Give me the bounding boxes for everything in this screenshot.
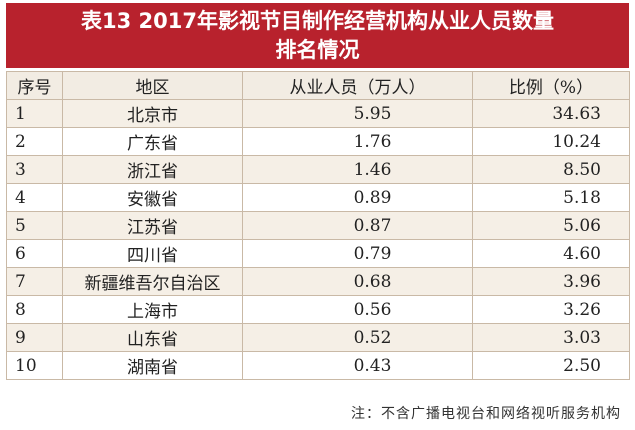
- table-row: 7 新疆维吾尔自治区 0.68 3.96: [6, 267, 630, 296]
- cell-rank: 7: [6, 267, 63, 296]
- table-header-row: 序号 地区 从业人员（万人） 比例（%）: [6, 71, 630, 100]
- cell-region: 上海市: [62, 295, 243, 324]
- cell-workers: 0.68: [242, 267, 473, 296]
- cell-rank: 1: [6, 99, 63, 128]
- header-rank: 序号: [6, 71, 63, 100]
- cell-region: 四川省: [62, 239, 243, 268]
- cell-ratio: 3.03: [472, 323, 630, 352]
- cell-workers: 0.52: [242, 323, 473, 352]
- cell-ratio: 2.50: [472, 351, 630, 380]
- cell-ratio: 5.06: [472, 211, 630, 240]
- header-region: 地区: [62, 71, 243, 100]
- cell-rank: 2: [6, 127, 63, 156]
- employment-ranking-table: 序号 地区 从业人员（万人） 比例（%） 1 北京市 5.95 34.63 2 …: [6, 71, 630, 380]
- table-title: 表13 2017年影视节目制作经营机构从业人员数量 排名情况: [6, 3, 629, 68]
- table-row: 10 湖南省 0.43 2.50: [6, 351, 630, 380]
- cell-rank: 5: [6, 211, 63, 240]
- cell-workers: 5.95: [242, 99, 473, 128]
- header-workers: 从业人员（万人）: [242, 71, 473, 100]
- cell-workers: 0.43: [242, 351, 473, 380]
- cell-rank: 10: [6, 351, 63, 380]
- cell-rank: 3: [6, 155, 63, 184]
- cell-ratio: 3.96: [472, 267, 630, 296]
- cell-workers: 0.89: [242, 183, 473, 212]
- cell-ratio: 34.63: [472, 99, 630, 128]
- table-row: 9 山东省 0.52 3.03: [6, 323, 630, 352]
- cell-rank: 4: [6, 183, 63, 212]
- table-row: 2 广东省 1.76 10.24: [6, 127, 630, 156]
- cell-workers: 0.56: [242, 295, 473, 324]
- table-row: 1 北京市 5.95 34.63: [6, 99, 630, 128]
- cell-region: 江苏省: [62, 211, 243, 240]
- cell-region: 浙江省: [62, 155, 243, 184]
- cell-region: 新疆维吾尔自治区: [62, 267, 243, 296]
- cell-workers: 1.76: [242, 127, 473, 156]
- cell-workers: 0.79: [242, 239, 473, 268]
- cell-ratio: 5.18: [472, 183, 630, 212]
- cell-region: 北京市: [62, 99, 243, 128]
- cell-rank: 8: [6, 295, 63, 324]
- table-row: 6 四川省 0.79 4.60: [6, 239, 630, 268]
- cell-workers: 0.87: [242, 211, 473, 240]
- cell-rank: 9: [6, 323, 63, 352]
- table-row: 3 浙江省 1.46 8.50: [6, 155, 630, 184]
- table-title-line2: 排名情况: [275, 37, 360, 62]
- cell-rank: 6: [6, 239, 63, 268]
- cell-region: 广东省: [62, 127, 243, 156]
- table-row: 5 江苏省 0.87 5.06: [6, 211, 630, 240]
- header-ratio: 比例（%）: [472, 71, 630, 100]
- table-title-line1: 表13 2017年影视节目制作经营机构从业人员数量: [81, 8, 554, 33]
- cell-ratio: 10.24: [472, 127, 630, 156]
- table-row: 8 上海市 0.56 3.26: [6, 295, 630, 324]
- cell-ratio: 3.26: [472, 295, 630, 324]
- cell-region: 山东省: [62, 323, 243, 352]
- table-footnote: 注：不含广播电视台和网络视听服务机构: [351, 406, 621, 422]
- cell-region: 安徽省: [62, 183, 243, 212]
- table-row: 4 安徽省 0.89 5.18: [6, 183, 630, 212]
- cell-ratio: 4.60: [472, 239, 630, 268]
- cell-ratio: 8.50: [472, 155, 630, 184]
- cell-region: 湖南省: [62, 351, 243, 380]
- cell-workers: 1.46: [242, 155, 473, 184]
